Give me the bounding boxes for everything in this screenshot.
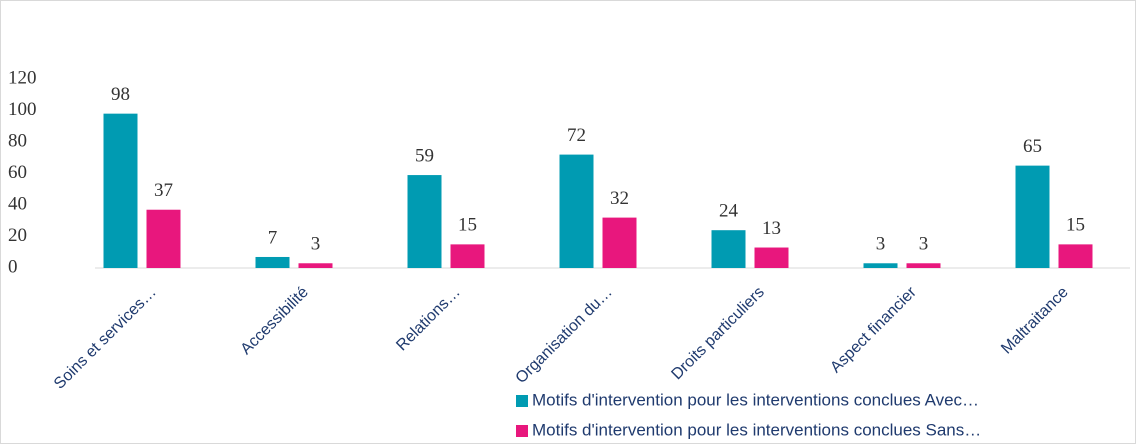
bar (711, 230, 746, 268)
y-tick-label: 40 (8, 193, 27, 214)
y-tick-label: 100 (8, 99, 37, 120)
bar (1058, 244, 1093, 268)
y-tick-label: 20 (8, 225, 27, 246)
bar (559, 154, 594, 268)
data-label: 15 (1066, 215, 1085, 236)
y-tick-label: 80 (8, 130, 27, 151)
data-label: 65 (1023, 136, 1042, 157)
y-tick-label: 120 (8, 67, 37, 88)
bar (255, 256, 290, 268)
legend-swatch (516, 425, 528, 437)
legend-label: Motifs d'intervention pour les intervent… (532, 420, 981, 439)
bar (298, 263, 333, 268)
data-label: 3 (919, 234, 929, 255)
data-label: 59 (415, 145, 434, 166)
y-tick-label: 60 (8, 162, 27, 183)
legend-swatch (516, 395, 528, 407)
bar (754, 247, 789, 268)
bar (863, 263, 898, 268)
legend-label: Motifs d'intervention pour les intervent… (532, 390, 979, 409)
data-label: 98 (111, 84, 130, 105)
data-label: 3 (311, 234, 321, 255)
data-label: 13 (762, 218, 781, 239)
data-label: 15 (458, 215, 477, 236)
data-label: 3 (876, 234, 886, 255)
data-label: 72 (567, 125, 586, 146)
bar (146, 209, 181, 268)
data-label: 7 (268, 227, 278, 248)
bar (602, 217, 637, 268)
bar (906, 263, 941, 268)
bar (450, 244, 485, 268)
data-label: 32 (610, 188, 629, 209)
bar (407, 175, 442, 268)
data-label: 37 (154, 180, 173, 201)
bar (1015, 165, 1050, 268)
data-label: 24 (719, 201, 739, 222)
y-tick-label: 0 (8, 256, 18, 277)
bar (103, 113, 138, 269)
